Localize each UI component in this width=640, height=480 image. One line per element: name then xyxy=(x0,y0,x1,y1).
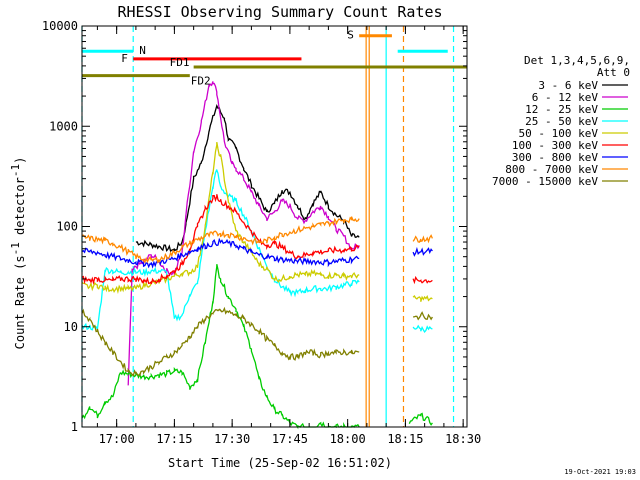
flag-label-4: S xyxy=(347,29,354,42)
marker-lines xyxy=(81,26,455,427)
legend-label-4: 50 - 100 keV xyxy=(519,127,599,140)
legend-label-2: 12 - 25 keV xyxy=(525,103,598,116)
y-tick-label: 10000 xyxy=(42,19,78,33)
series-line-5 xyxy=(81,194,433,286)
series-line-7 xyxy=(81,216,433,264)
y-tick-label: 1 xyxy=(71,420,78,434)
x-axis-label: Start Time (25-Sep-02 16:51:02) xyxy=(168,456,392,470)
series-line-0 xyxy=(135,104,360,253)
series-line-8 xyxy=(81,306,433,377)
y-tick-label: 10 xyxy=(64,320,78,334)
plot-frame xyxy=(81,25,468,428)
legend-label-8: 7000 - 15000 keV xyxy=(492,175,598,188)
y-tick-label: 1000 xyxy=(49,119,78,133)
legend-label-7: 800 - 7000 keV xyxy=(505,163,598,176)
flag-label-3: FD2 xyxy=(191,75,211,88)
y-axis-label: Count Rate (s-1 detector-1) xyxy=(9,157,27,350)
x-tick-label: 18:15 xyxy=(387,432,423,446)
series-line-2 xyxy=(81,264,433,430)
chart-title: RHESSI Observing Summary Count Rates xyxy=(117,3,442,21)
legend-label-0: 3 - 6 keV xyxy=(538,79,598,92)
legend-label-1: 6 - 12 keV xyxy=(532,91,599,104)
generated-date: 19-Oct-2021 19:03 xyxy=(564,468,636,476)
series-line-1 xyxy=(127,81,360,386)
flag-label-2: FD1 xyxy=(170,56,190,69)
x-tick-label: 17:45 xyxy=(272,432,308,446)
legend-header-0: Det 1,3,4,5,6,9, xyxy=(524,54,630,67)
x-tick-label: 17:00 xyxy=(99,432,135,446)
legend-label-5: 100 - 300 keV xyxy=(512,139,598,152)
x-tick-label: 18:30 xyxy=(445,432,481,446)
series-line-4 xyxy=(81,141,433,302)
legend-label-6: 300 - 800 keV xyxy=(512,151,598,164)
series-line-3 xyxy=(81,169,433,334)
flag-label-0: N xyxy=(139,44,146,57)
series-line-6 xyxy=(81,237,433,269)
y-tick-label: 100 xyxy=(56,220,78,234)
flag-label-1: F xyxy=(121,52,128,65)
x-tick-label: 17:15 xyxy=(156,432,192,446)
x-tick-label: 18:00 xyxy=(330,432,366,446)
axis-ticks: 1 10 100 1000 10000 17:00 17:15 17:30 17:45 18:00… xyxy=(42,19,481,446)
legend-label-3: 25 - 50 keV xyxy=(525,115,598,128)
series-lines xyxy=(81,81,433,430)
x-tick-label: 17:30 xyxy=(214,432,250,446)
legend-header-1: Att 0 xyxy=(597,66,630,79)
